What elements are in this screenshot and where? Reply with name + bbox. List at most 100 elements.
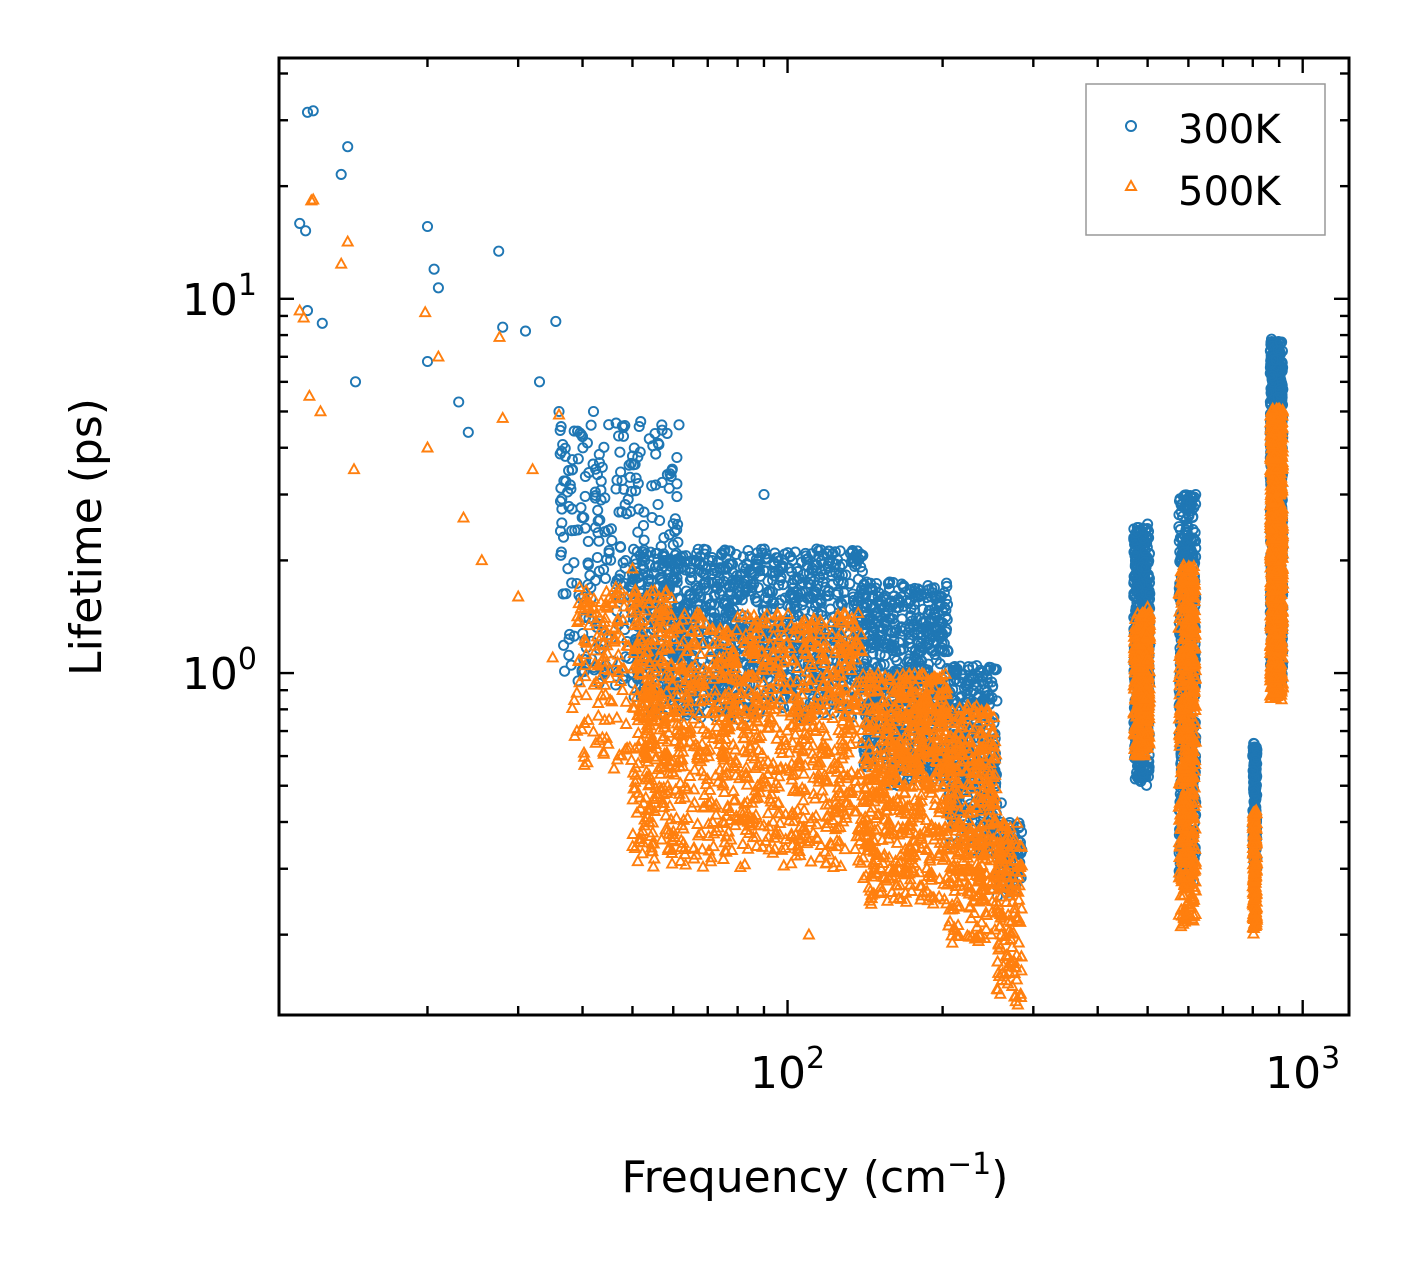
data-point-500k-cluster-0-322 [693,646,708,659]
data-point-300k-cluster-4-55 [563,649,575,661]
data-point-300k-cluster-4-247 [582,559,594,571]
data-point-300k-cluster-0-1047 [685,597,697,609]
data-point-500k-11 [420,440,435,453]
data-point-300k-10 [428,263,440,275]
data-point-300k-cluster-1-584 [878,659,890,671]
data-point-300k-cluster-2-177 [965,671,977,683]
data-point-300k-cluster-0-982 [826,556,838,568]
data-point-500k-17 [552,407,566,420]
data-point-300k-15 [493,245,505,257]
data-point-300k-cluster-1-616 [858,584,870,596]
data-point-300k-cluster-0-851 [850,559,862,571]
data-point-300k-cluster-7-168 [1249,794,1261,806]
data-point-500k-4 [293,303,307,316]
data-point-300k-19 [533,376,546,388]
data-point-500k-2 [341,234,355,247]
data-point-500k-cluster-0-217 [760,616,775,629]
data-point-300k-cluster-4-279 [579,522,591,534]
data-point-500k-16 [525,462,540,475]
data-point-300k-cluster-5-489 [1130,527,1142,539]
data-point-300k-cluster-4-212 [653,439,665,451]
data-point-300k-7 [316,317,328,329]
data-point-300k-cluster-1-571 [889,627,901,639]
data-point-500k-cluster-0-244 [654,642,669,655]
data-point-300k-cluster-0-1027 [779,548,791,560]
data-point-300k-cluster-1-589 [889,651,901,663]
data-point-300k-cluster-4-211 [623,459,635,471]
data-point-300k-cluster-4-264 [595,494,607,506]
data-point-300k-cluster-1-512 [923,604,935,616]
data-point-300k-cluster-1-557 [898,600,910,612]
data-point-300k-cluster-0-559 [761,587,773,599]
data-point-300k-cluster-4-253 [583,467,595,479]
data-point-300k-16 [497,321,509,333]
data-point-300k-cluster-0-1025 [729,594,741,606]
data-point-300k-cluster-4-47 [572,453,584,465]
data-point-500k-cluster-0-302 [726,784,740,797]
data-point-300k-cluster-4-114 [556,493,568,505]
data-point-300k-4 [294,217,306,229]
data-point-300k-cluster-0-1062 [811,543,823,555]
data-point-300k-cluster-5-469 [1139,545,1151,557]
data-point-300k-cluster-8-869 [1270,354,1282,366]
data-point-300k-cluster-0-1074 [739,575,751,587]
data-point-300k-cluster-8-877 [1272,368,1284,380]
data-point-500k-19 [546,650,560,663]
data-point-300k-cluster-7-165 [1250,754,1262,766]
data-point-300k-cluster-1-469 [858,579,870,591]
data-point-300k-cluster-5-484 [1132,582,1144,594]
data-point-300k-cluster-4-204 [671,524,683,536]
data-point-300k-cluster-0-1000 [772,555,784,567]
data-point-500k-18 [511,589,525,602]
data-point-300k-cluster-5-465 [1136,561,1148,573]
data-point-300k-cluster-4-136 [563,500,575,512]
data-point-300k-cluster-1-627 [934,590,946,602]
data-point-500k-5 [297,310,311,323]
data-point-300k-cluster-4-79 [592,504,604,516]
data-point-300k-cluster-0-1076 [727,579,739,591]
data-point-300k-cluster-1-495 [904,633,917,645]
data-point-300k-cluster-4-167 [632,526,644,538]
data-point-300k-cluster-4-263 [556,445,568,457]
data-point-500k-cluster-0-155 [690,817,705,829]
data-point-300k-cluster-0-1052 [759,552,772,564]
data-point-300k-cluster-4-244 [672,518,684,530]
data-point-300k-cluster-2-259 [977,670,989,682]
data-point-300k-cluster-1-568 [917,615,929,628]
data-point-300k-cluster-1-518 [896,613,908,625]
data-point-300k-cluster-4-220 [665,470,677,483]
data-point-300k-cluster-4-271 [557,438,569,451]
data-point-500k-9 [418,305,432,318]
data-point-500k-cluster-0-93 [665,856,679,869]
data-point-300k-cluster-4-103 [637,519,650,532]
data-point-500k-cluster-0-146 [694,825,708,838]
data-point-300k-cluster-4-13 [606,534,618,547]
data-point-300k-cluster-4-153 [656,476,668,488]
data-point-300k-cluster-4-201 [652,498,664,511]
data-point-300k-cluster-1-634 [934,632,946,644]
data-point-300k-cluster-0-318 [680,550,692,562]
data-point-300k-3 [342,141,354,153]
data-point-300k-2 [335,168,347,180]
data-point-300k-cluster-4-76 [650,448,662,460]
data-point-500k-8 [347,462,361,475]
data-point-300k-cluster-0-1002 [824,554,836,566]
data-point-300k-8 [349,376,362,388]
data-point-300k-cluster-4-108 [614,541,626,553]
data-point-300k-cluster-1-559 [874,630,886,642]
data-point-300k-cluster-4-112 [564,628,576,640]
data-point-300k-cluster-4-111 [614,446,626,458]
data-point-300k-cluster-0-1064 [835,597,848,609]
data-point-300k-cluster-5-468 [1131,596,1143,608]
data-point-300k-cluster-4-149 [671,491,683,503]
data-point-300k-cluster-4-170 [603,544,615,557]
data-point-300k-cluster-4-98 [633,420,645,433]
data-point-300k-cluster-4-252 [652,553,664,565]
data-point-300k-cluster-4-214 [671,451,683,464]
data-point-300k-cluster-4-120 [554,424,566,436]
data-point-300k-11 [432,282,444,294]
data-point-300k-cluster-4-70 [599,526,611,538]
data-point-300k-cluster-1-579 [898,580,910,592]
data-point-300k-cluster-4-275 [627,459,640,471]
data-point-300k-cluster-0-1012 [725,558,737,570]
